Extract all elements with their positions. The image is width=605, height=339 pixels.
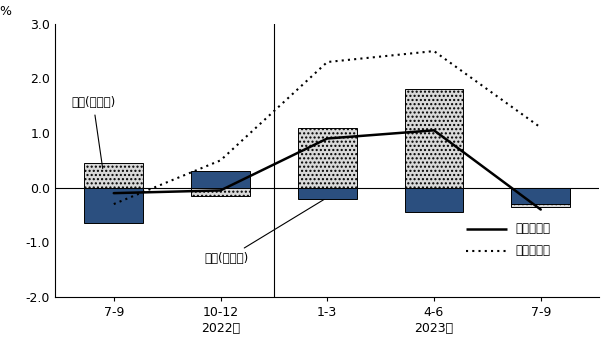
Bar — [298, 127, 356, 188]
Bar — [405, 89, 463, 188]
Text: 実質成長率: 実質成長率 — [515, 222, 550, 235]
Text: 2022年: 2022年 — [201, 321, 240, 335]
Bar — [191, 188, 250, 196]
Bar — [298, 188, 356, 199]
Bar — [191, 171, 250, 188]
Bar — [511, 188, 570, 207]
Text: 名目成長率: 名目成長率 — [515, 244, 550, 257]
Bar — [85, 188, 143, 223]
Text: 外需(寄与度): 外需(寄与度) — [204, 199, 325, 265]
Text: %: % — [0, 5, 11, 18]
Bar — [405, 188, 463, 212]
Bar — [85, 163, 143, 188]
Text: 内需(寄与度): 内需(寄与度) — [71, 97, 116, 168]
Text: 2023年: 2023年 — [414, 321, 454, 335]
Bar — [511, 188, 570, 204]
